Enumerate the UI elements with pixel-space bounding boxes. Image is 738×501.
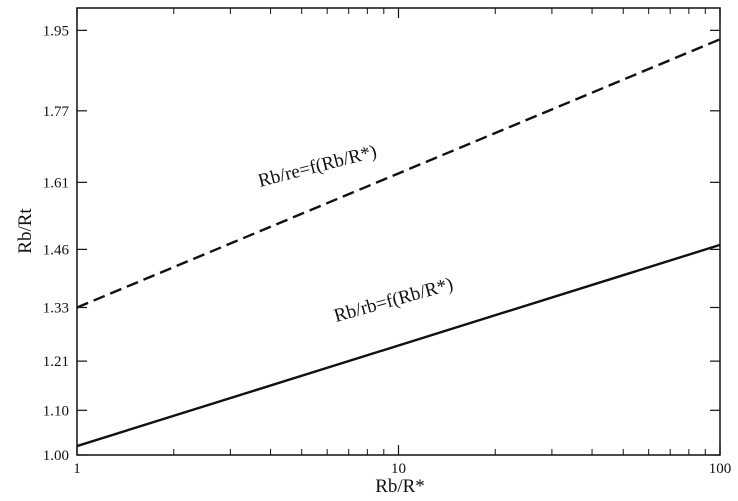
curve-label-rb: Rb/rb=f(Rb/R*) bbox=[332, 274, 456, 327]
tick-labels: 1.00 1.10 1.21 1.33 1.46 1.61 1.77 1.95 1 10 100 bbox=[43, 23, 732, 477]
plot-frame bbox=[76, 7, 721, 456]
y-axis-label: Rb/Rt bbox=[15, 208, 36, 254]
y-tick-label: 1.61 bbox=[43, 175, 69, 191]
y-tick-label: 1.33 bbox=[43, 300, 69, 316]
x-tick-label: 10 bbox=[391, 461, 406, 477]
x-tick-label: 100 bbox=[709, 461, 732, 477]
y-tick-label: 1.00 bbox=[43, 448, 69, 464]
y-tick-label: 1.21 bbox=[43, 354, 69, 370]
x-tick-label: 1 bbox=[73, 461, 81, 477]
series-line-solid bbox=[76, 243, 721, 448]
x-axis-label: Rb/R* bbox=[375, 476, 425, 497]
axis-ticks bbox=[76, 8, 721, 456]
y-tick-label: 1.95 bbox=[43, 23, 69, 39]
y-tick-label: 1.46 bbox=[43, 242, 70, 258]
series-lines bbox=[76, 38, 721, 448]
y-tick-label: 1.77 bbox=[43, 104, 70, 120]
curve-label-re: Rb/re=f(Rb/R*) bbox=[256, 141, 379, 192]
y-tick-label: 1.10 bbox=[43, 403, 69, 419]
series-line-dashed bbox=[76, 38, 721, 309]
